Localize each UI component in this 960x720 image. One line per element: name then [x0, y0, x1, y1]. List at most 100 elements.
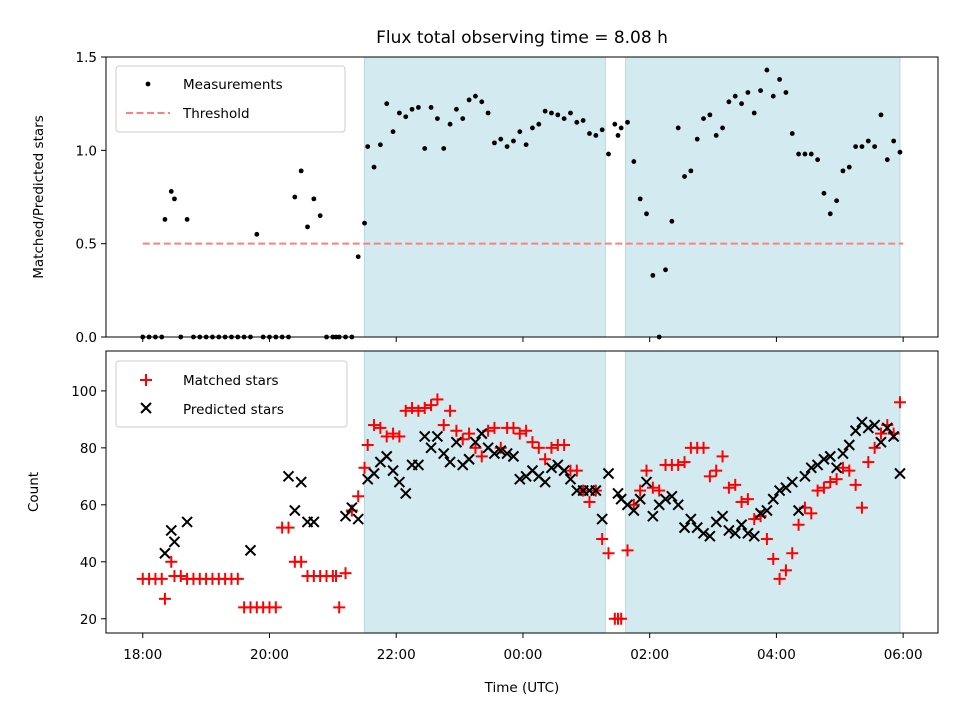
measurements-point — [606, 151, 611, 157]
matched-stars-point — [387, 427, 400, 440]
matched-stars-point — [231, 572, 244, 585]
matched-stars-point — [893, 396, 906, 409]
measurements-point — [808, 151, 814, 157]
measurements-point — [796, 151, 801, 157]
measurements-point — [428, 105, 434, 110]
matched-stars-point — [155, 572, 168, 585]
matched-stars-point — [532, 441, 545, 454]
x-tick-label: 00:00 — [503, 647, 542, 663]
predicted-stars-point — [368, 467, 380, 480]
matched-stars-point — [330, 570, 343, 583]
top-observing-window-1 — [625, 56, 901, 338]
measurements-point — [479, 99, 485, 105]
bottom-legend-box — [115, 360, 348, 428]
predicted-stars-point — [868, 419, 881, 431]
top-y-tick-label: 0.5 — [76, 237, 97, 253]
chart-title: Flux total observing time = 8.08 h — [376, 28, 668, 48]
measurements-point — [254, 231, 260, 237]
measurements-point — [720, 125, 725, 131]
matched-stars-point — [640, 464, 653, 477]
measurements-point — [897, 149, 903, 155]
measurements-point — [644, 211, 649, 217]
measurements-point — [650, 273, 656, 278]
measurements-point — [783, 90, 789, 95]
measurements-point — [663, 267, 668, 273]
predicted-stars-point — [308, 516, 320, 528]
matched-stars-point — [431, 393, 444, 406]
predicted-stars-point — [818, 453, 830, 465]
bot-observing-window-1 — [625, 350, 901, 634]
predicted-stars-point — [773, 484, 786, 497]
top-observing-window-0 — [364, 56, 606, 338]
matched-stars-point — [583, 495, 596, 508]
x-axis-label: Time (UTC) — [484, 680, 560, 696]
measurements-point — [669, 218, 675, 224]
matched-stars-point — [716, 450, 729, 463]
predicted-stars-point — [792, 504, 805, 517]
matched-stars-point — [526, 436, 539, 449]
matched-stars-point — [868, 441, 881, 454]
measurements-point — [834, 198, 840, 204]
predicted-stars-point — [824, 450, 836, 463]
matched-stars-point — [437, 419, 450, 432]
measurements-point — [599, 127, 605, 133]
measurements-point — [789, 131, 795, 136]
measurements-point — [390, 129, 396, 135]
predicted-stars-point — [539, 476, 551, 488]
bot-observing-window-0 — [364, 350, 606, 634]
matched-stars-point — [843, 464, 856, 477]
predicted-stars-point — [716, 510, 729, 522]
matched-stars-point — [627, 498, 640, 511]
measurements-point — [311, 196, 317, 202]
predicted-stars-point — [742, 527, 754, 540]
bottom-y-axis-label: Count — [26, 472, 42, 512]
matched-stars-point — [507, 421, 520, 434]
matched-stars-point — [368, 419, 381, 432]
predicted-stars-point — [419, 430, 431, 443]
measurements-point — [511, 138, 516, 144]
matched-stars-point — [634, 484, 647, 497]
predicted-stars-point — [843, 439, 855, 451]
predicted-stars-point — [501, 447, 513, 460]
x-tick-label: 06:00 — [884, 647, 923, 663]
top-y-tick-label: 1.5 — [76, 50, 97, 66]
measurements-point — [884, 157, 890, 163]
matched-stars-point — [760, 533, 773, 545]
predicted-stars-point — [628, 504, 640, 517]
predicted-stars-point — [244, 544, 257, 557]
measurements-point — [362, 220, 367, 226]
measurements-point — [675, 125, 681, 131]
panel-bottom-count: 20 40 60 80 100 18:00 20:00 22:00 00:00 02:00 04:0… — [26, 350, 939, 696]
predicted-stars-point — [761, 504, 773, 517]
matched-stars-point — [361, 439, 374, 451]
measurements-point — [504, 144, 510, 150]
predicted-stars-point — [558, 464, 570, 477]
measurements-point — [530, 125, 535, 131]
matched-stars-point — [282, 521, 295, 534]
predicted-stars-point — [704, 530, 716, 542]
matched-stars-point — [703, 470, 716, 483]
measurements-point — [168, 189, 174, 194]
measurements-point — [447, 121, 453, 127]
matched-stars-point — [621, 544, 634, 557]
matched-stars-point — [269, 601, 282, 614]
top-y-tick-label: 0.0 — [76, 330, 97, 346]
matched-stars-point — [399, 404, 412, 417]
legend-measurements-marker — [145, 81, 151, 87]
matched-stars-point — [874, 427, 887, 440]
matched-stars-point — [678, 456, 691, 469]
measurements-point — [827, 211, 833, 217]
measurements-point — [523, 142, 529, 148]
predicted-stars-point — [393, 476, 406, 488]
measurements-point — [739, 101, 744, 107]
matched-stars-point — [672, 458, 685, 471]
measurements-point — [460, 116, 466, 121]
x-tick-label: 02:00 — [630, 647, 669, 663]
legend-predicted-marker — [140, 402, 152, 414]
measurements-point — [298, 168, 304, 174]
measurements-point — [846, 164, 852, 170]
measurements-point — [517, 129, 523, 135]
measurements-point — [184, 217, 190, 222]
x-tick-label: 22:00 — [377, 647, 416, 663]
predicted-stars-point — [450, 436, 463, 448]
